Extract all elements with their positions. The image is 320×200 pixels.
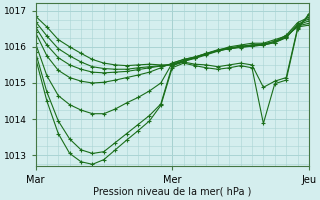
- X-axis label: Pression niveau de la mer( hPa ): Pression niveau de la mer( hPa ): [93, 187, 252, 197]
